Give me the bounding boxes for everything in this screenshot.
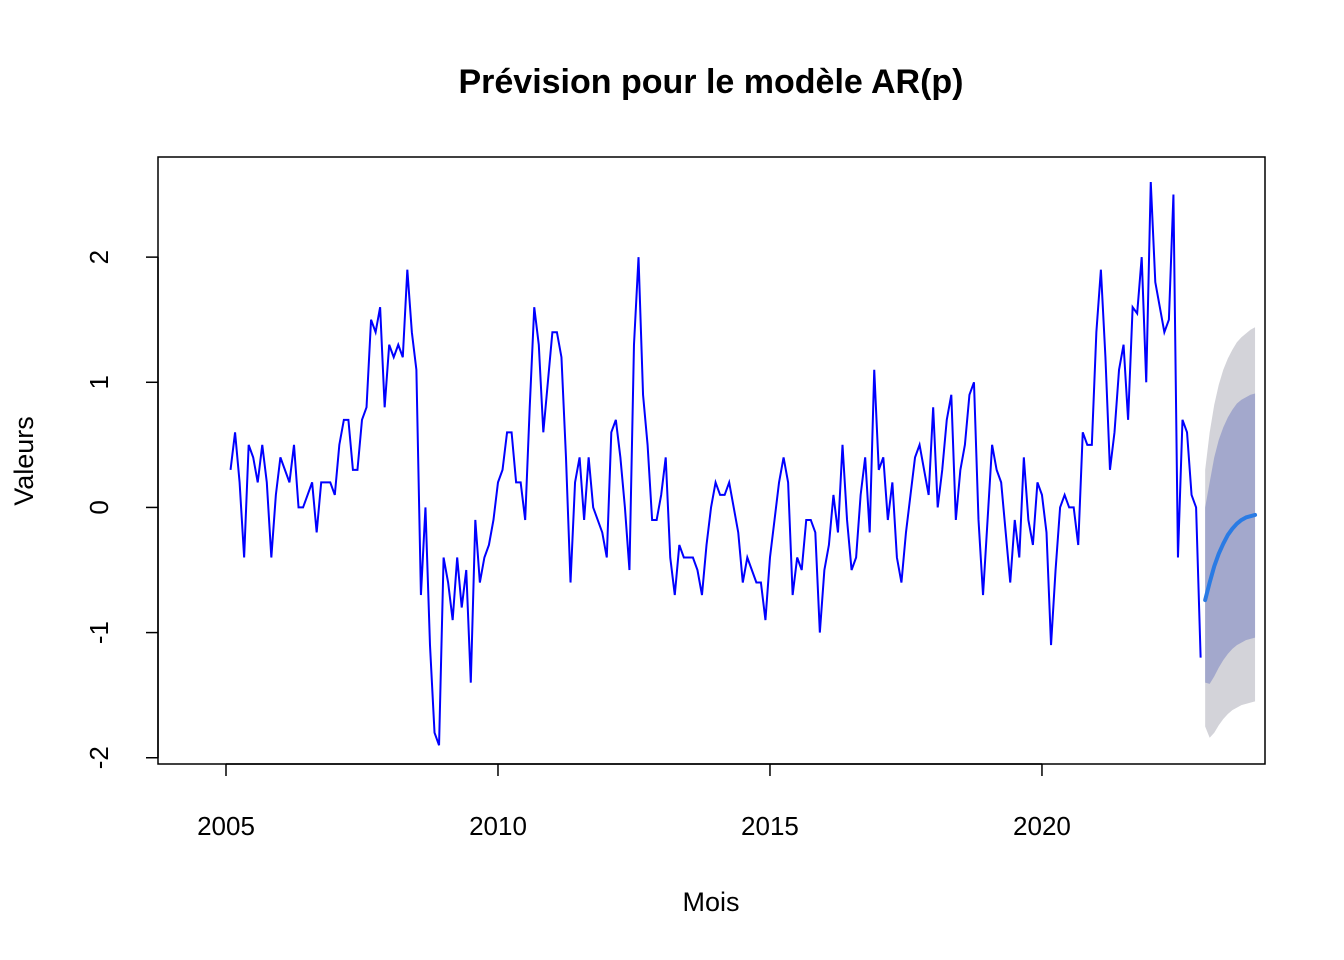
series-lines <box>229 181 1258 746</box>
y-tick-label: 2 <box>84 250 114 264</box>
x-tick-label: 2010 <box>469 811 527 841</box>
band-80 <box>1205 393 1256 684</box>
observed-series-line <box>229 181 1202 746</box>
y-tick-label: 0 <box>84 500 114 514</box>
plot-frame <box>157 156 1266 765</box>
x-tick-label: 2020 <box>1013 811 1071 841</box>
x-axis: 2005 2010 2015 2020 <box>197 763 1071 841</box>
forecast-series-line <box>1203 512 1258 603</box>
y-axis: -2 -1 0 1 2 <box>84 250 159 769</box>
chart-title: Prévision pour le modèle AR(p) <box>458 63 963 101</box>
y-tick-label: 1 <box>84 375 114 389</box>
y-tick-label: -2 <box>84 746 114 769</box>
x-tick-label: 2015 <box>741 811 799 841</box>
y-axis-label: Valeurs <box>9 416 39 506</box>
y-tick-label: -1 <box>84 621 114 644</box>
x-axis-label: Mois <box>682 887 739 917</box>
x-tick-label: 2005 <box>197 811 255 841</box>
